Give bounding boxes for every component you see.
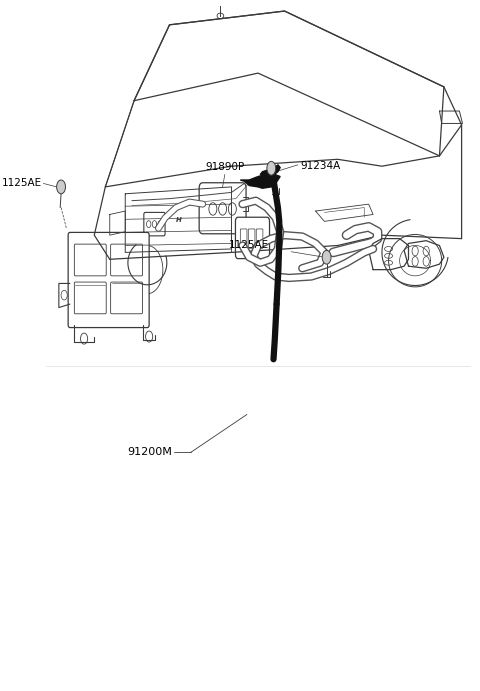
FancyBboxPatch shape <box>236 217 270 258</box>
Circle shape <box>57 180 65 193</box>
Polygon shape <box>369 238 408 269</box>
Text: 91890P: 91890P <box>205 162 244 172</box>
Polygon shape <box>404 240 444 268</box>
Text: 1125AE: 1125AE <box>1 178 42 188</box>
FancyBboxPatch shape <box>68 232 149 328</box>
FancyBboxPatch shape <box>144 212 165 236</box>
Text: H: H <box>175 217 181 223</box>
Polygon shape <box>240 173 280 188</box>
Circle shape <box>322 250 331 264</box>
Polygon shape <box>260 165 280 176</box>
Text: 91234A: 91234A <box>300 160 340 171</box>
Circle shape <box>267 162 276 175</box>
FancyBboxPatch shape <box>199 182 246 234</box>
Text: 1125AE: 1125AE <box>229 240 269 250</box>
Text: 91200M: 91200M <box>127 447 172 457</box>
